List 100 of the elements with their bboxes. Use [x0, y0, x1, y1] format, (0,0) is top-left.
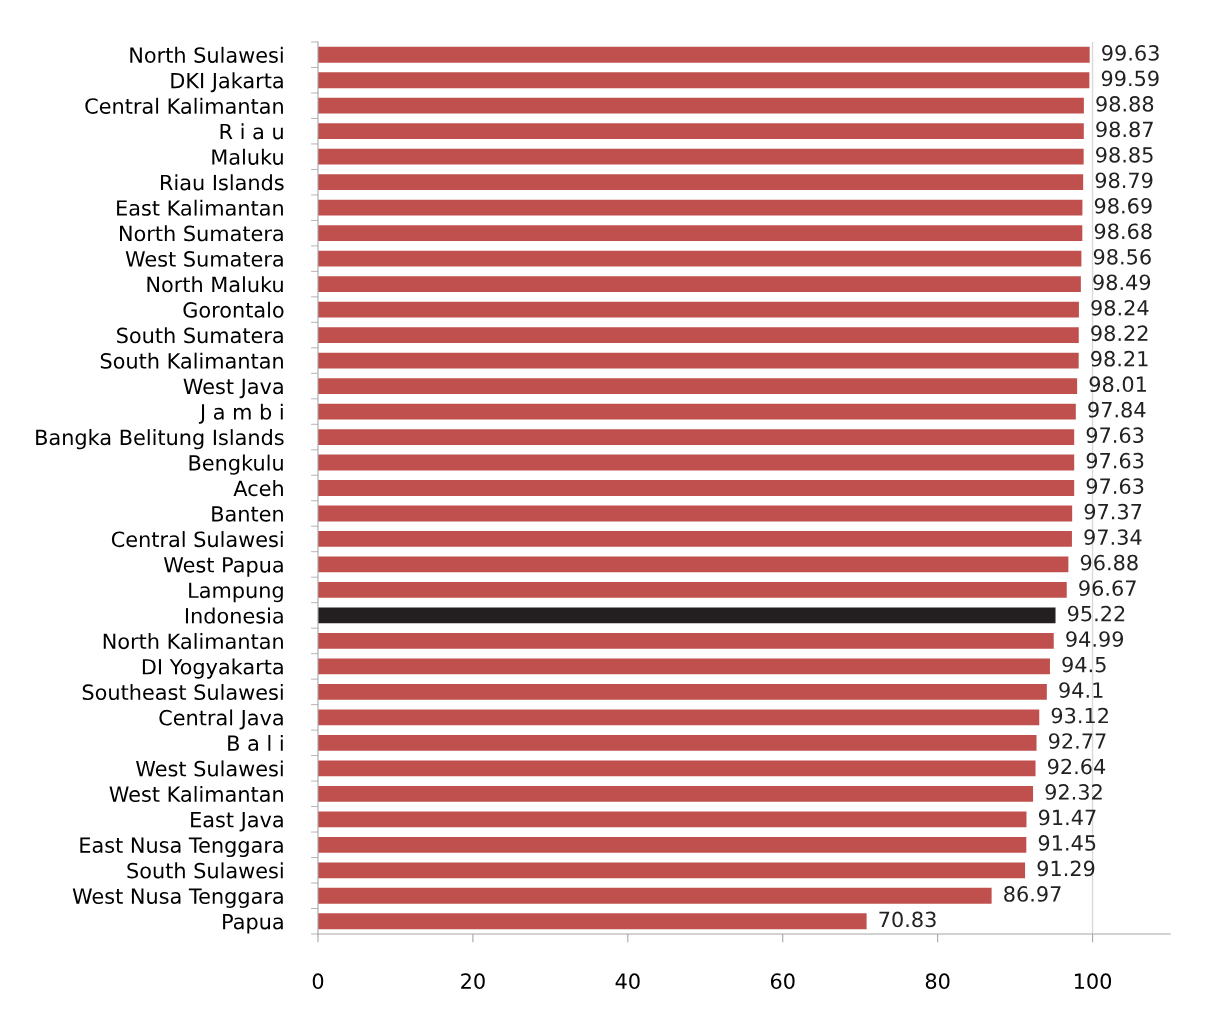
bar — [318, 505, 1073, 522]
data-label: 70.83 — [879, 911, 936, 928]
data-label: 96.88 — [1080, 554, 1138, 571]
y-tick-label: Bangka Belitung Islands — [36, 429, 284, 450]
bar — [318, 836, 1027, 853]
y-tick-label: South Sumatera — [117, 327, 283, 344]
bar — [318, 46, 1090, 63]
bar — [318, 429, 1075, 445]
bar — [318, 301, 1079, 318]
bar — [318, 734, 1037, 751]
bar — [318, 454, 1075, 471]
bar — [318, 658, 1050, 675]
y-tick-label: Banten — [212, 506, 283, 522]
data-label: 99.59 — [1101, 70, 1159, 87]
data-label: 98.88 — [1096, 96, 1154, 112]
bar — [318, 123, 1084, 140]
data-label: 94.99 — [1066, 631, 1124, 647]
bar — [318, 276, 1081, 293]
y-tick-label: Central Java — [159, 709, 283, 730]
bar — [318, 148, 1084, 165]
bar — [318, 327, 1079, 343]
data-label: 96.67 — [1079, 580, 1136, 596]
y-tick-label: Central Kalimantan — [85, 97, 283, 114]
y-tick-label: West Sumatera — [125, 251, 283, 267]
data-label: 98.85 — [1096, 146, 1153, 163]
bar — [318, 72, 1090, 89]
data-label: 98.87 — [1096, 121, 1153, 138]
data-label: 97.84 — [1088, 401, 1146, 418]
data-label: 91.47 — [1038, 809, 1096, 826]
y-tick-label: South Kalimantan — [100, 352, 283, 369]
bar — [318, 378, 1078, 394]
bar — [318, 531, 1072, 547]
y-tick-label: West Sulawesi — [136, 760, 283, 777]
data-label: 98.79 — [1095, 172, 1153, 189]
y-tick-label: West Papua — [163, 557, 283, 577]
y-tick-label: Bengkulu — [189, 454, 283, 475]
y-tick-label: Southeast Sulawesi — [82, 683, 283, 701]
data-label: 97.34 — [1084, 529, 1142, 546]
y-tick-label: Riau Islands — [161, 174, 284, 191]
y-tick-label: North Kalimantan — [103, 633, 283, 650]
bar — [318, 582, 1067, 598]
y-tick-label: West Nusa Tenggara — [72, 888, 283, 909]
x-tick-label: 60 — [770, 973, 795, 990]
bar — [318, 199, 1083, 216]
bar — [318, 174, 1084, 191]
y-tick-label: West Java — [183, 378, 283, 399]
bar — [318, 480, 1075, 496]
bar — [318, 887, 992, 904]
y-tick-label: J a m b i — [198, 403, 283, 424]
data-label: 97.63 — [1086, 478, 1144, 495]
data-label: 92.64 — [1047, 758, 1106, 775]
y-tick-label: East Kalimantan — [117, 199, 283, 216]
bar — [318, 913, 867, 930]
y-tick-label: North Sulawesi — [130, 46, 283, 63]
y-tick-label: North Sumatera — [120, 225, 283, 242]
bar — [318, 760, 1036, 777]
bar — [318, 97, 1084, 114]
data-label: 92.32 — [1045, 784, 1102, 800]
y-tick-label: West Kalimantan — [109, 785, 283, 803]
data-label: 91.45 — [1038, 835, 1096, 851]
bar — [318, 607, 1056, 624]
data-label: 91.29 — [1037, 860, 1095, 877]
bar — [318, 352, 1079, 369]
data-label: 98.24 — [1091, 299, 1149, 316]
x-tick-label: 40 — [615, 973, 640, 990]
data-label: 98.22 — [1091, 325, 1148, 342]
y-tick-label: East Nusa Tenggara — [80, 837, 283, 858]
y-tick-label: Aceh — [233, 480, 283, 497]
data-label: 86.97 — [1004, 886, 1061, 902]
y-tick-label: DKI Jakarta — [171, 72, 283, 93]
bar — [318, 683, 1047, 700]
x-tick-label: 80 — [925, 973, 950, 990]
y-tick-label: B a l i — [228, 734, 283, 752]
data-label: 98.01 — [1089, 376, 1146, 393]
data-label: 98.56 — [1093, 248, 1151, 265]
data-label: 97.37 — [1084, 503, 1142, 520]
data-label: 93.12 — [1051, 707, 1108, 724]
y-tick-label: South Sulawesi — [127, 862, 283, 879]
y-tick-label: Gorontalo — [183, 301, 284, 318]
y-tick-label: Indonesia — [185, 607, 283, 624]
bar — [318, 633, 1054, 649]
y-tick-label: North Maluku — [147, 276, 283, 293]
bar — [318, 250, 1082, 267]
x-tick-label: 100 — [1074, 973, 1112, 990]
data-label: 99.63 — [1102, 45, 1159, 61]
y-tick-label: Central Sulawesi — [111, 531, 283, 548]
y-tick-label: DI Yogyakarta — [142, 658, 283, 679]
data-label: 97.63 — [1086, 452, 1144, 469]
bar — [318, 709, 1040, 726]
data-label: 95.22 — [1067, 605, 1125, 622]
x-tick-label: 0 — [312, 973, 324, 990]
bar — [318, 556, 1069, 573]
y-tick-label: East Java — [191, 812, 283, 832]
data-label: 97.63 — [1086, 427, 1144, 444]
bar — [318, 862, 1026, 879]
y-tick-label: Maluku — [212, 148, 283, 165]
data-label: 98.68 — [1094, 223, 1152, 240]
data-label: 98.49 — [1093, 274, 1151, 291]
x-tick-label: 20 — [461, 973, 485, 990]
y-tick-label: Lampung — [189, 582, 283, 603]
